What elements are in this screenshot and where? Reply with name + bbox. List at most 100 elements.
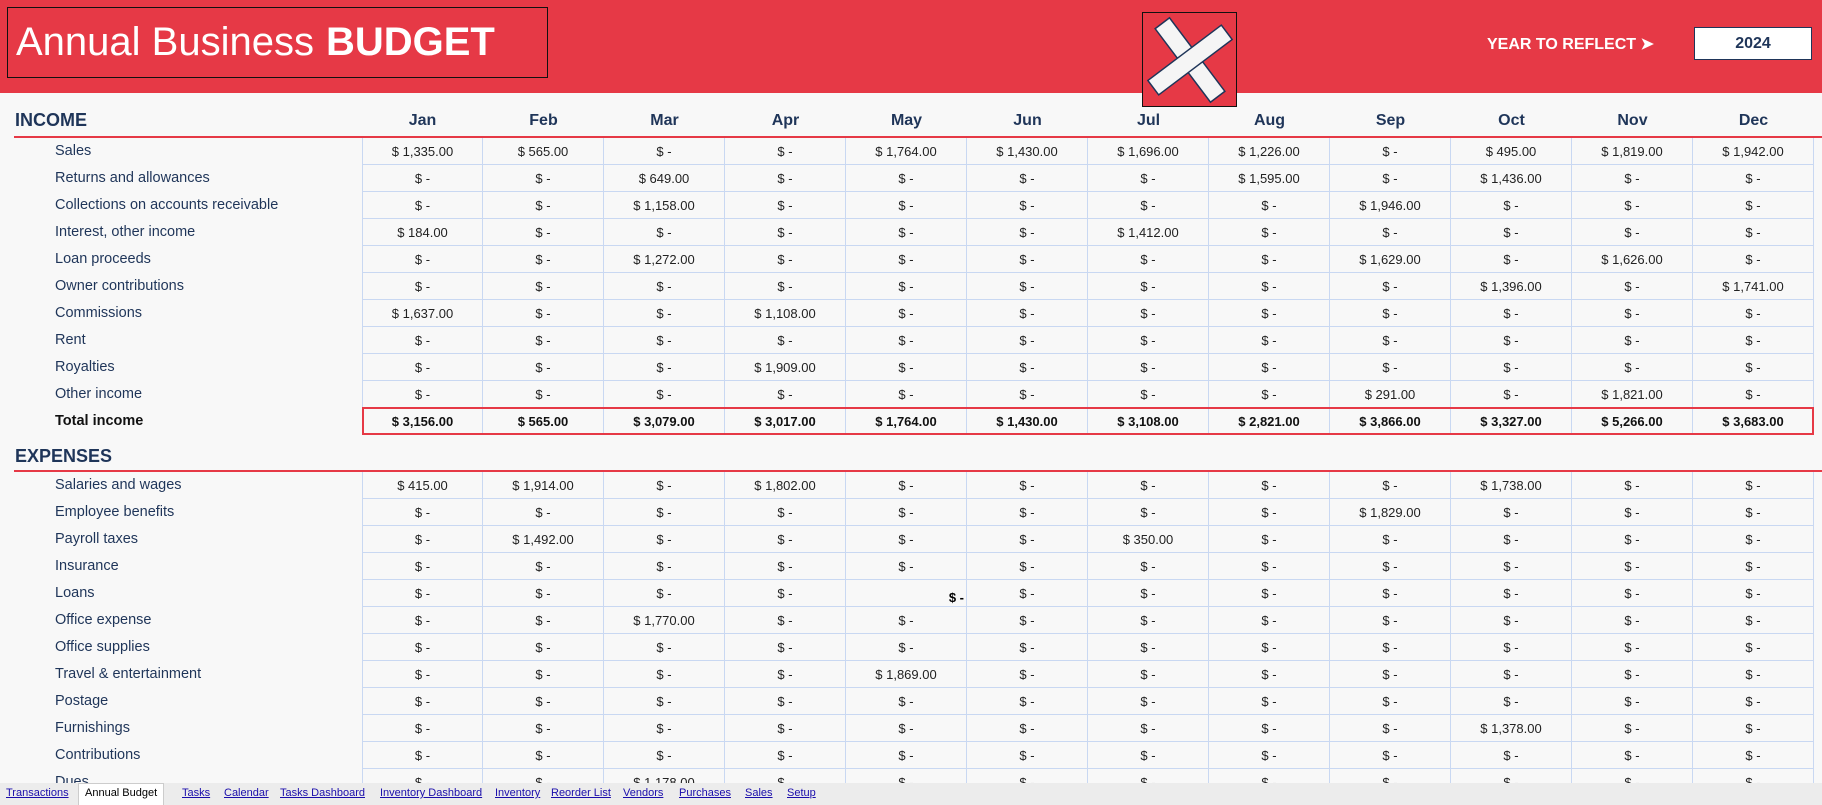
cell-jun[interactable]: $ - xyxy=(967,273,1088,300)
cell-nov[interactable]: $ - xyxy=(1572,553,1693,580)
cell-oct[interactable]: $ - xyxy=(1451,661,1572,688)
cell-dec[interactable]: $ - xyxy=(1693,246,1814,273)
cell-jan[interactable]: $ - xyxy=(362,715,483,742)
cell-jul[interactable]: $ - xyxy=(1088,742,1209,769)
cell-may[interactable]: $ - xyxy=(846,499,967,526)
cell-sep[interactable]: $ - xyxy=(1330,526,1451,553)
cell-may[interactable]: $ - xyxy=(846,634,967,661)
cell-aug[interactable]: $ - xyxy=(1209,354,1330,381)
cell-mar[interactable]: $ - xyxy=(604,219,725,246)
cell-jun[interactable]: $ - xyxy=(967,354,1088,381)
cell-jul[interactable]: $ - xyxy=(1088,688,1209,715)
cell-jan[interactable]: $ - xyxy=(362,246,483,273)
sheet-tab-transactions[interactable]: Transactions xyxy=(6,787,69,799)
cell-jun[interactable]: $ - xyxy=(967,607,1088,634)
cell-feb[interactable]: $ - xyxy=(483,742,604,769)
cell-dec[interactable]: $ - xyxy=(1693,300,1814,327)
cell-apr[interactable]: $ - xyxy=(725,715,846,742)
cell-oct[interactable]: $ - xyxy=(1451,499,1572,526)
cell-jun[interactable]: $ - xyxy=(967,246,1088,273)
cell-may[interactable]: $ - xyxy=(846,607,967,634)
cell-sep[interactable]: $ - xyxy=(1330,138,1451,165)
cell-jun[interactable]: $ - xyxy=(967,327,1088,354)
sheet-tab-sales[interactable]: Sales xyxy=(745,787,773,799)
cell-oct[interactable]: $ 3,327.00 xyxy=(1451,408,1572,435)
cell-mar[interactable]: $ 1,158.00 xyxy=(604,192,725,219)
cell-feb[interactable]: $ - xyxy=(483,553,604,580)
cell-sep[interactable]: $ - xyxy=(1330,354,1451,381)
cell-dec[interactable]: $ - xyxy=(1693,354,1814,381)
cell-oct[interactable]: $ 1,436.00 xyxy=(1451,165,1572,192)
cell-nov[interactable]: $ - xyxy=(1572,219,1693,246)
cell-aug[interactable]: $ - xyxy=(1209,607,1330,634)
cell-mar[interactable]: $ - xyxy=(604,138,725,165)
cell-aug[interactable]: $ 1,226.00 xyxy=(1209,138,1330,165)
cell-feb[interactable]: $ - xyxy=(483,327,604,354)
cell-jun[interactable]: $ - xyxy=(967,715,1088,742)
sheet-tab-inventory[interactable]: Inventory xyxy=(495,787,541,799)
cell-nov[interactable]: $ - xyxy=(1572,688,1693,715)
cell-may[interactable]: $ - xyxy=(846,580,967,607)
cell-sep[interactable]: $ - xyxy=(1330,661,1451,688)
cell-sep[interactable]: $ - xyxy=(1330,553,1451,580)
cell-aug[interactable]: $ - xyxy=(1209,273,1330,300)
cell-jul[interactable]: $ - xyxy=(1088,715,1209,742)
cell-nov[interactable]: $ - xyxy=(1572,607,1693,634)
cell-jan[interactable]: $ - xyxy=(362,661,483,688)
cell-feb[interactable]: $ 565.00 xyxy=(483,138,604,165)
cell-aug[interactable]: $ 1,595.00 xyxy=(1209,165,1330,192)
cell-may[interactable]: $ - xyxy=(846,688,967,715)
cell-jul[interactable]: $ 3,108.00 xyxy=(1088,408,1209,435)
cell-dec[interactable]: $ - xyxy=(1693,553,1814,580)
cell-dec[interactable]: $ - xyxy=(1693,634,1814,661)
cell-apr[interactable]: $ - xyxy=(725,580,846,607)
cell-jan[interactable]: $ - xyxy=(362,354,483,381)
cell-sep[interactable]: $ - xyxy=(1330,715,1451,742)
cell-feb[interactable]: $ - xyxy=(483,246,604,273)
cell-oct[interactable]: $ 1,396.00 xyxy=(1451,273,1572,300)
cell-apr[interactable]: $ 3,017.00 xyxy=(725,408,846,435)
cell-nov[interactable]: $ - xyxy=(1572,273,1693,300)
cell-apr[interactable]: $ - xyxy=(725,246,846,273)
cell-aug[interactable]: $ - xyxy=(1209,499,1330,526)
cell-jul[interactable]: $ 1,696.00 xyxy=(1088,138,1209,165)
cell-jan[interactable]: $ - xyxy=(362,381,483,408)
cell-mar[interactable]: $ 1,770.00 xyxy=(604,607,725,634)
cell-aug[interactable]: $ - xyxy=(1209,715,1330,742)
cell-oct[interactable]: $ - xyxy=(1451,742,1572,769)
cell-nov[interactable]: $ - xyxy=(1572,354,1693,381)
cell-jul[interactable]: $ - xyxy=(1088,634,1209,661)
cell-apr[interactable]: $ - xyxy=(725,219,846,246)
cell-jan[interactable]: $ 1,335.00 xyxy=(362,138,483,165)
sheet-tab-annual-budget[interactable]: Annual Budget xyxy=(78,783,165,805)
cell-mar[interactable]: $ - xyxy=(604,661,725,688)
cell-mar[interactable]: $ - xyxy=(604,273,725,300)
cell-apr[interactable]: $ - xyxy=(725,607,846,634)
cell-feb[interactable]: $ - xyxy=(483,607,604,634)
cell-sep[interactable]: $ - xyxy=(1330,219,1451,246)
cell-oct[interactable]: $ - xyxy=(1451,300,1572,327)
cell-nov[interactable]: $ 1,821.00 xyxy=(1572,381,1693,408)
cell-apr[interactable]: $ 1,802.00 xyxy=(725,472,846,499)
cell-mar[interactable]: $ - xyxy=(604,526,725,553)
cell-may[interactable]: $ - xyxy=(846,715,967,742)
cell-jun[interactable]: $ - xyxy=(967,661,1088,688)
cell-sep[interactable]: $ - xyxy=(1330,327,1451,354)
cell-sep[interactable]: $ - xyxy=(1330,634,1451,661)
cell-jul[interactable]: $ - xyxy=(1088,165,1209,192)
cell-nov[interactable]: $ - xyxy=(1572,634,1693,661)
cell-may[interactable]: $ - xyxy=(846,192,967,219)
sheet-tab-purchases[interactable]: Purchases xyxy=(679,787,731,799)
cell-oct[interactable]: $ - xyxy=(1451,246,1572,273)
cell-dec[interactable]: $ - xyxy=(1693,607,1814,634)
cell-jan[interactable]: $ - xyxy=(362,688,483,715)
cell-jan[interactable]: $ - xyxy=(362,165,483,192)
cell-feb[interactable]: $ - xyxy=(483,499,604,526)
sheet-tab-tasks-dashboard[interactable]: Tasks Dashboard xyxy=(280,787,365,799)
year-input[interactable]: 2024 xyxy=(1694,27,1812,60)
cell-apr[interactable]: $ 1,108.00 xyxy=(725,300,846,327)
cell-dec[interactable]: $ - xyxy=(1693,688,1814,715)
cell-aug[interactable]: $ - xyxy=(1209,472,1330,499)
cell-aug[interactable]: $ - xyxy=(1209,742,1330,769)
cell-aug[interactable]: $ - xyxy=(1209,526,1330,553)
